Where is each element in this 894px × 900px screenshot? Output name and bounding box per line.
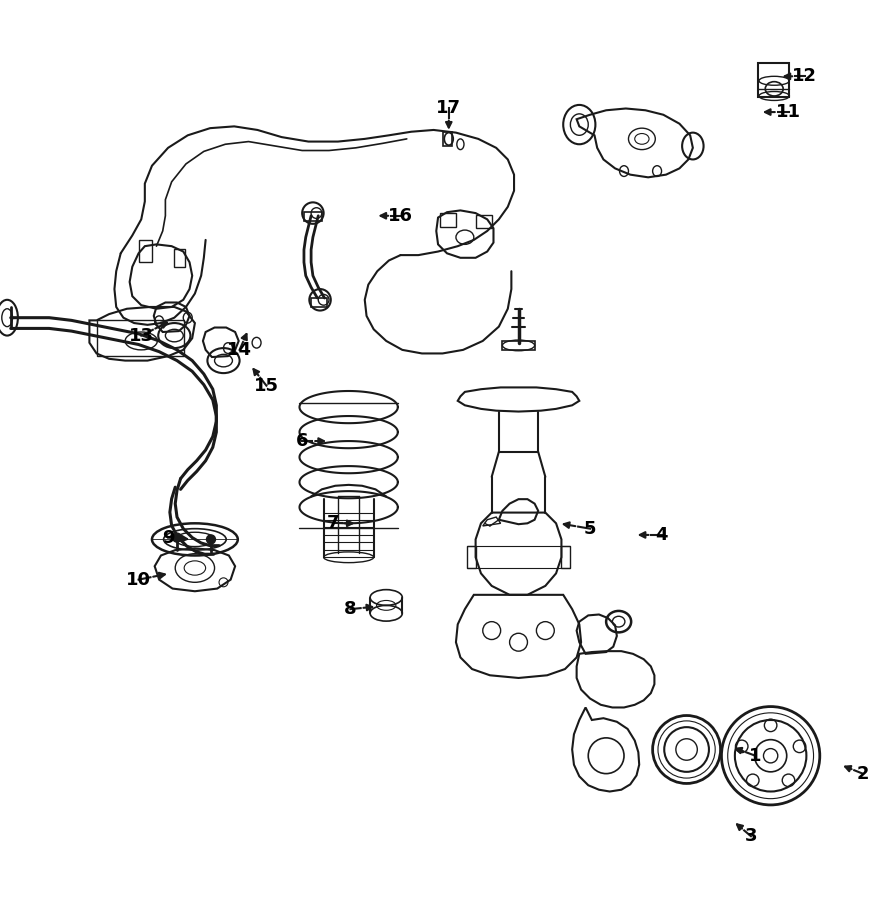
Text: 6: 6 (296, 432, 308, 450)
Bar (174, 249, 185, 266)
Bar (311, 298, 327, 307)
Bar (758, 63, 789, 97)
Text: 10: 10 (126, 571, 151, 589)
Bar (561, 545, 570, 568)
Bar (97, 320, 184, 356)
Bar (502, 341, 535, 350)
Text: 1: 1 (749, 747, 762, 765)
Text: 14: 14 (227, 341, 252, 359)
Text: 7: 7 (326, 514, 339, 532)
Bar (476, 215, 492, 229)
Ellipse shape (207, 535, 215, 544)
Bar (440, 213, 456, 227)
Text: 8: 8 (344, 600, 357, 618)
Text: 16: 16 (388, 207, 413, 225)
Bar (304, 212, 322, 221)
Text: 12: 12 (792, 68, 817, 86)
Text: 17: 17 (436, 100, 461, 118)
Bar (467, 545, 476, 568)
Text: 11: 11 (776, 104, 801, 122)
Bar (443, 131, 452, 146)
Ellipse shape (173, 533, 181, 542)
Text: 5: 5 (584, 519, 596, 537)
Text: 13: 13 (129, 327, 154, 345)
Text: 2: 2 (856, 765, 869, 783)
Bar (139, 240, 152, 262)
Text: 3: 3 (745, 827, 757, 845)
Text: 15: 15 (254, 376, 279, 394)
Text: 4: 4 (655, 526, 668, 544)
Text: 9: 9 (162, 528, 174, 546)
